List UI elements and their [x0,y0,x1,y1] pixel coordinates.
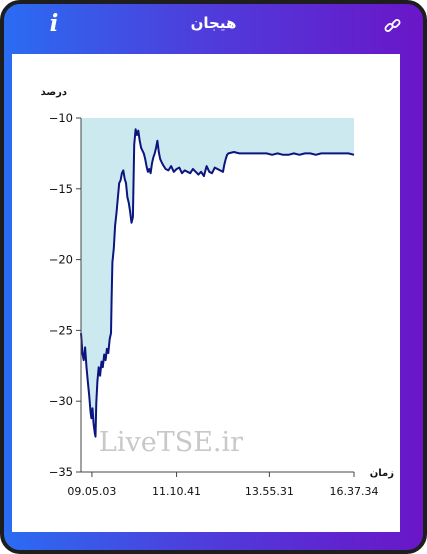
header-bar: i هیجان [4,4,423,52]
y-tick-label: −25 [49,323,73,337]
x-axis-label: زمان [370,468,394,479]
chart-panel: −10 −15 −20 −25 −30 −35 09.05.03 11.10.41 13.55.… [12,54,400,532]
info-icon[interactable]: i [49,10,59,37]
x-tick-label: 16.37.34 [330,485,379,498]
y-tick-label: −15 [49,182,73,196]
emotion-chart: −10 −15 −20 −25 −30 −35 09.05.03 11.10.41 13.55.… [41,87,395,498]
y-tick-label: −35 [49,465,73,479]
link-icon-glyph [384,19,401,32]
series-area [81,118,354,437]
y-axis-label: درصد [41,87,67,98]
series-line [80,128,355,438]
link-icon[interactable] [383,16,403,36]
watermark-text: LiveTSE.ir [99,427,243,458]
x-tick-label: 09.05.03 [67,485,116,498]
y-tick-label: −10 [49,111,73,125]
y-tick-label: −20 [49,253,73,267]
x-tick-label: 13.55.31 [245,485,294,498]
axes: −10 −15 −20 −25 −30 −35 09.05.03 11.10.41 13.55.… [49,111,379,498]
y-tick-label: −30 [49,394,73,408]
page-title: هیجان [190,14,237,32]
x-tick-label: 11.10.41 [152,485,201,498]
plot-area [80,118,355,438]
